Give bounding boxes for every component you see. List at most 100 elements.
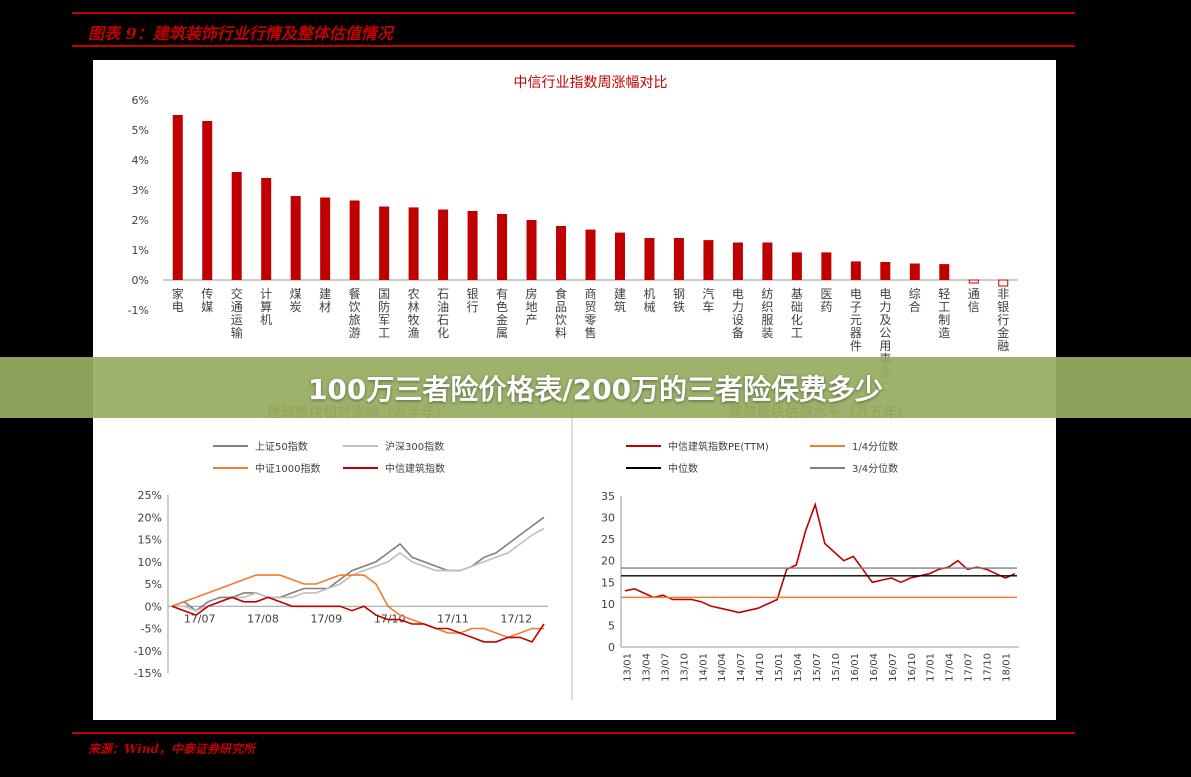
x-tick-label: 17/07 (184, 612, 216, 625)
series-line (171, 516, 545, 612)
bar-category-label: 汽车 (702, 286, 714, 314)
bar-mark (438, 209, 449, 280)
bar-category-label: 家电 (172, 286, 184, 314)
bar-category-label: 国防军工 (378, 287, 390, 340)
bar-category-label: 轻工制造 (938, 287, 950, 340)
x-tick-label: 18/01 (1002, 653, 1013, 682)
figure-title: 图表 9：建筑装饰行业行情及整体估值情况 (88, 24, 393, 43)
bar-mark (614, 232, 625, 280)
x-tick-label: 14/10 (755, 653, 766, 682)
bar-y-tick-label: 6% (132, 94, 149, 107)
y-tick-label: 0% (145, 600, 162, 613)
y-tick-label: 20 (601, 555, 615, 568)
bar-mark (673, 238, 684, 280)
bar-mark (290, 196, 301, 280)
bar-category-label: 交通运输 (231, 286, 243, 340)
bar-mark (644, 238, 655, 280)
y-tick-label: 10% (138, 556, 162, 569)
bar-category-label: 通信 (968, 287, 980, 314)
bar-mark (909, 263, 920, 280)
banner-text: 100万三者险价格表/200万的三者险保费多少 (307, 372, 884, 406)
bar-mark (202, 121, 213, 280)
bar-category-label: 电子元器件 (850, 287, 862, 353)
bar-mark (172, 115, 183, 280)
x-tick-label: 17/10 (983, 653, 994, 682)
bar-y-tick-label: 1% (132, 244, 149, 257)
overlay-banner: 100万三者险价格表/200万的三者险保费多少 (0, 357, 1191, 418)
x-tick-label: 13/01 (622, 653, 633, 682)
bar-mark (998, 279, 1009, 287)
bar-y-tick-label: 5% (132, 124, 149, 137)
bar-mark (231, 172, 242, 280)
bar-y-tick-label: 2% (132, 214, 149, 227)
bar-category-label: 综合 (909, 287, 921, 314)
x-tick-label: 16/07 (888, 653, 899, 682)
bottom-rule (72, 732, 1075, 734)
x-tick-label: 15/04 (793, 653, 804, 682)
x-tick-label: 15/07 (812, 653, 823, 682)
bar-category-label: 基础化工 (791, 287, 803, 340)
bar-mark (585, 229, 596, 280)
bar-mark (939, 264, 950, 280)
series-line (171, 574, 544, 639)
legend-label: 中信建筑指数 (385, 462, 445, 475)
x-tick-label: 15/10 (831, 653, 842, 682)
bar-mark (379, 206, 390, 280)
y-tick-label: 15% (138, 534, 162, 547)
x-tick-label: 17/11 (437, 612, 469, 625)
x-tick-label: 17/04 (945, 653, 956, 682)
legend-label: 中信建筑指数PE(TTM) (668, 440, 769, 453)
y-tick-label: 10 (601, 598, 615, 611)
y-tick-label: -15% (134, 667, 162, 680)
series-line (171, 596, 545, 643)
bar-mark (556, 226, 567, 280)
bar-mark (791, 252, 802, 280)
bar-mark (261, 178, 272, 280)
y-tick-label: 0 (608, 641, 615, 654)
bar-category-label: 石油石化 (437, 287, 449, 340)
x-tick-label: 17/12 (500, 612, 532, 625)
bar-category-label: 建筑 (614, 287, 626, 314)
bar-mark (349, 200, 360, 280)
x-tick-label: 16/04 (869, 653, 880, 682)
bar-category-label: 计算机 (260, 287, 272, 327)
bar-mark (880, 262, 891, 280)
x-tick-label: 16/01 (850, 653, 861, 682)
series-line (624, 501, 1016, 614)
bar-category-label: 纺织服装 (761, 287, 773, 340)
y-tick-label: 20% (138, 511, 162, 524)
bar-category-label: 机械 (643, 287, 655, 314)
valuation-chart: 建筑板块估值水平（近五年）中信建筑指数PE(TTM)1/4分位数中位数3/4分位… (601, 405, 1019, 682)
bar-category-label: 房地产 (526, 286, 538, 327)
x-tick-label: 17/08 (247, 612, 279, 625)
bar-y-tick-label: 4% (132, 154, 149, 167)
x-tick-label: 15/01 (774, 653, 785, 682)
x-tick-label: 13/10 (679, 653, 690, 682)
bar-category-label: 食品饮料 (555, 286, 567, 340)
bar-category-label: 电力设备 (732, 287, 744, 340)
bar-mark (821, 252, 832, 280)
bar-category-label: 医药 (820, 287, 832, 314)
x-tick-label: 17/10 (374, 612, 406, 625)
y-tick-label: 30 (601, 512, 615, 525)
y-tick-label: 15 (601, 576, 615, 589)
bar-category-label: 餐饮旅游 (349, 286, 361, 340)
legend-label: 上证50指数 (255, 440, 308, 453)
figure-source: 来源：Wind，中泰证券研究所 (88, 742, 255, 756)
x-tick-label: 17/01 (926, 653, 937, 682)
bar-category-label: 有色金属 (496, 287, 508, 340)
bar-mark (526, 220, 537, 280)
bar-category-label: 商贸零售 (584, 286, 596, 340)
x-tick-label: 13/04 (641, 653, 652, 682)
bar-mark (408, 207, 419, 280)
bar-category-label: 钢铁 (673, 287, 685, 314)
y-tick-label: 5% (145, 578, 162, 591)
bar-category-label: 煤炭 (290, 287, 302, 314)
legend-label: 中证1000指数 (255, 462, 320, 475)
bar-category-label: 建材 (319, 287, 331, 314)
bar-y-tick-label: 3% (132, 184, 149, 197)
bar-y-tick-label: -1% (128, 304, 149, 317)
bar-category-label: 银行 (467, 287, 479, 314)
bar-mark (968, 279, 979, 284)
bar-mark (732, 242, 743, 280)
